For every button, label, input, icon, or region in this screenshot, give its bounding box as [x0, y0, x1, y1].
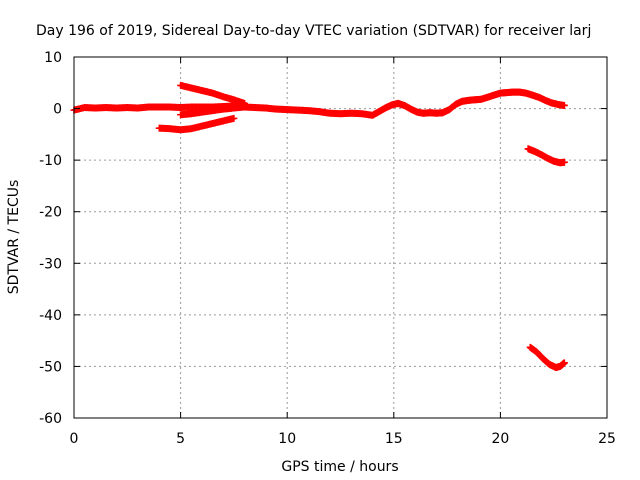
- chart-title: Day 196 of 2019, Sidereal Day-to-day VTE…: [36, 23, 591, 39]
- y-tick-label: -50: [39, 359, 62, 375]
- y-tick-label: -30: [39, 256, 62, 272]
- data-point: [241, 103, 249, 111]
- x-tick-label: 25: [598, 431, 616, 447]
- x-tick-label: 5: [176, 431, 185, 447]
- series-4: [524, 145, 568, 167]
- x-axis-title: GPS time / hours: [281, 459, 398, 475]
- grid: [74, 57, 607, 418]
- series-5: [526, 343, 568, 371]
- data-point: [560, 158, 568, 166]
- data-point: [560, 359, 568, 367]
- x-tick-label: 15: [385, 431, 403, 447]
- data-series: [70, 81, 568, 371]
- x-tick-label: 0: [70, 431, 79, 447]
- y-axis-title: SDTVAR / TECUs: [6, 180, 22, 295]
- data-point: [560, 101, 568, 109]
- x-tick-label: 10: [278, 431, 296, 447]
- plot-frame: [73, 56, 608, 419]
- series-2: [155, 114, 238, 134]
- y-tick-label: 10: [44, 50, 62, 66]
- axis-ticks: 0 5 10 15 20 25 10 0 -10 -20 -30 -40 -50 -60: [39, 50, 616, 447]
- y-tick-label: -40: [39, 308, 62, 324]
- data-point: [230, 114, 238, 122]
- y-tick-label: -20: [39, 205, 62, 221]
- y-tick-label: 0: [53, 102, 62, 118]
- series-3: [177, 103, 249, 119]
- y-tick-label: -60: [39, 411, 62, 427]
- x-tick-label: 20: [491, 431, 509, 447]
- y-tick-label: -10: [39, 153, 62, 169]
- series-1: [177, 81, 249, 107]
